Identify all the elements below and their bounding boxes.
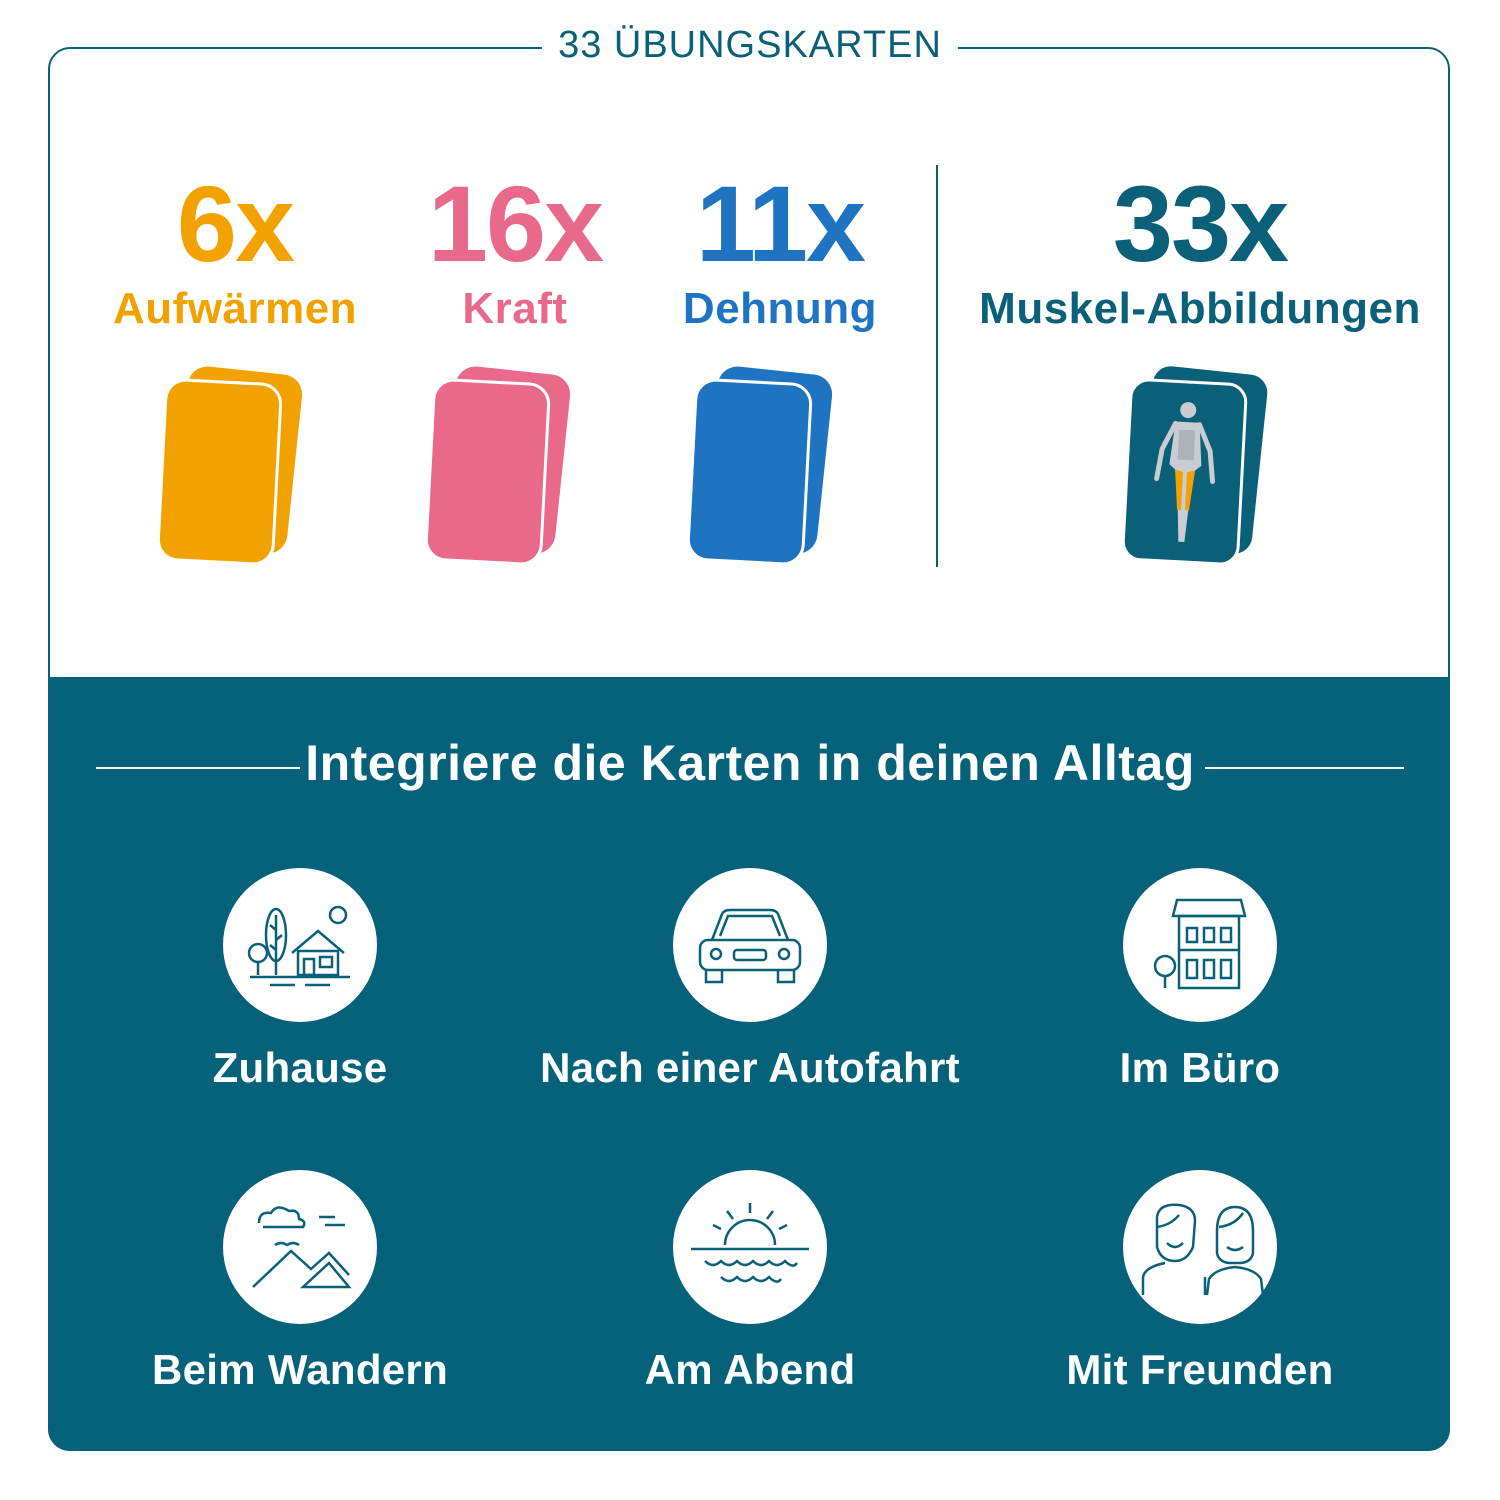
item-home: Zuhause bbox=[90, 868, 510, 1092]
item-evening-label: Am Abend bbox=[644, 1346, 856, 1393]
vertical-divider bbox=[936, 165, 938, 567]
evening-circle bbox=[673, 1170, 827, 1324]
stat-stretch: 11x Dehnung bbox=[650, 170, 910, 334]
item-home-label: Zuhause bbox=[212, 1044, 388, 1091]
stat-muscles: 33x Muskel-Abbildungen bbox=[970, 170, 1430, 334]
item-hiking-label: Beim Wandern bbox=[151, 1346, 449, 1393]
title-line-right bbox=[1205, 767, 1404, 769]
item-car: Nach einer Autofahrt bbox=[540, 868, 960, 1092]
item-car-label: Nach einer Autofahrt bbox=[540, 1044, 960, 1091]
pink-cards-icon bbox=[424, 366, 571, 566]
section-title: Integriere die Karten in deinen Alltag bbox=[305, 735, 1195, 791]
stat-warmup-count: 6x bbox=[176, 163, 295, 284]
stat-stretch-label: Dehnung bbox=[682, 284, 878, 333]
office-circle bbox=[1123, 868, 1277, 1022]
stat-strength-count: 16x bbox=[427, 163, 604, 284]
item-hiking: Beim Wandern bbox=[90, 1170, 510, 1394]
item-office: Im Büro bbox=[990, 868, 1410, 1092]
item-office-label: Im Büro bbox=[1119, 1044, 1281, 1091]
header-title-wrap: 33 ÜBUNGSKARTEN bbox=[0, 24, 1500, 67]
title-line-left bbox=[96, 767, 300, 769]
hiking-circle bbox=[223, 1170, 377, 1324]
header-title: 33 ÜBUNGSKARTEN bbox=[542, 24, 958, 67]
blue-cards-icon bbox=[686, 366, 833, 566]
friends-icon bbox=[1141, 1203, 1265, 1296]
stat-strength-label: Kraft bbox=[462, 284, 568, 333]
friends-circle bbox=[1123, 1170, 1277, 1324]
stat-warmup-label: Aufwärmen bbox=[112, 284, 358, 333]
sunset-icon bbox=[691, 1203, 809, 1283]
house-with-trees-icon bbox=[247, 905, 350, 987]
stat-muscles-count: 33x bbox=[1112, 163, 1289, 284]
home-circle bbox=[223, 868, 377, 1022]
office-building-icon bbox=[1153, 898, 1247, 990]
item-evening: Am Abend bbox=[540, 1170, 960, 1394]
stat-warmup: 6x Aufwärmen bbox=[95, 170, 375, 334]
item-friends: Mit Freunden bbox=[990, 1170, 1410, 1394]
car-circle bbox=[673, 868, 827, 1022]
muscle-cards-icon bbox=[1121, 366, 1268, 566]
orange-cards-icon bbox=[156, 366, 303, 566]
car-icon bbox=[698, 908, 802, 984]
item-friends-label: Mit Freunden bbox=[1066, 1346, 1334, 1393]
mountains-icon bbox=[252, 1206, 352, 1289]
stat-strength: 16x Kraft bbox=[380, 170, 650, 334]
stat-stretch-count: 11x bbox=[695, 163, 866, 284]
stat-muscles-label: Muskel-Abbildungen bbox=[979, 284, 1421, 333]
